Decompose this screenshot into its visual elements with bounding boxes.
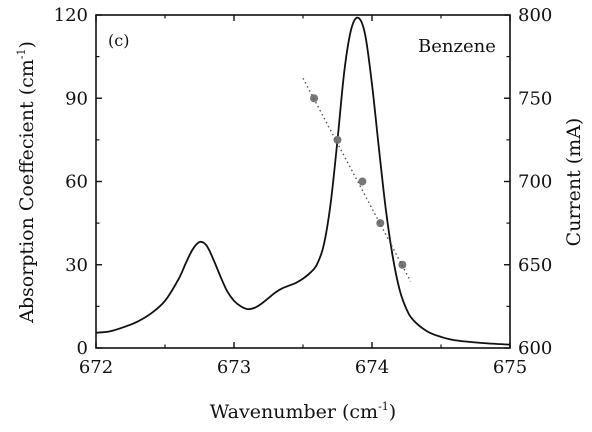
ticks-layer: 672 673 674 675 0 30 60 90 120 600 650 700 750 800 bbox=[54, 5, 553, 378]
current-data-point bbox=[398, 260, 407, 269]
series-layer bbox=[95, 16, 511, 346]
x-tick-label: 672 bbox=[79, 357, 113, 378]
x-tick-label: 673 bbox=[217, 357, 251, 378]
current-data-point bbox=[376, 219, 385, 228]
panel-label: (c) bbox=[108, 31, 129, 50]
current-data-point bbox=[333, 135, 342, 144]
left-y-tick-label: 90 bbox=[65, 88, 88, 109]
absorption-curve bbox=[95, 16, 511, 346]
right-y-tick-label: 700 bbox=[518, 172, 552, 193]
plot-frame bbox=[95, 14, 511, 349]
x-tick-label: 675 bbox=[493, 357, 527, 378]
x-axis-title: Wavenumber (cm-1) bbox=[210, 400, 396, 423]
left-y-tick-label: 60 bbox=[65, 172, 88, 193]
right-y-tick-label: 650 bbox=[518, 255, 552, 276]
current-fit-line bbox=[302, 77, 412, 282]
right-y-tick-label: 600 bbox=[518, 338, 552, 359]
left-y-tick-label: 0 bbox=[77, 338, 88, 359]
right-y-axis-title: Current (mA) bbox=[563, 118, 585, 247]
left-y-axis-title: Absorption Coeffecient (cm-1) bbox=[15, 41, 38, 324]
right-y-tick-label: 800 bbox=[518, 5, 552, 26]
x-tick-label: 674 bbox=[355, 357, 389, 378]
left-y-tick-label: 120 bbox=[54, 5, 88, 26]
current-data-point bbox=[358, 177, 367, 186]
right-y-tick-label: 750 bbox=[518, 88, 552, 109]
benzene-annotation: Benzene bbox=[418, 36, 496, 57]
left-y-tick-label: 30 bbox=[65, 255, 88, 276]
